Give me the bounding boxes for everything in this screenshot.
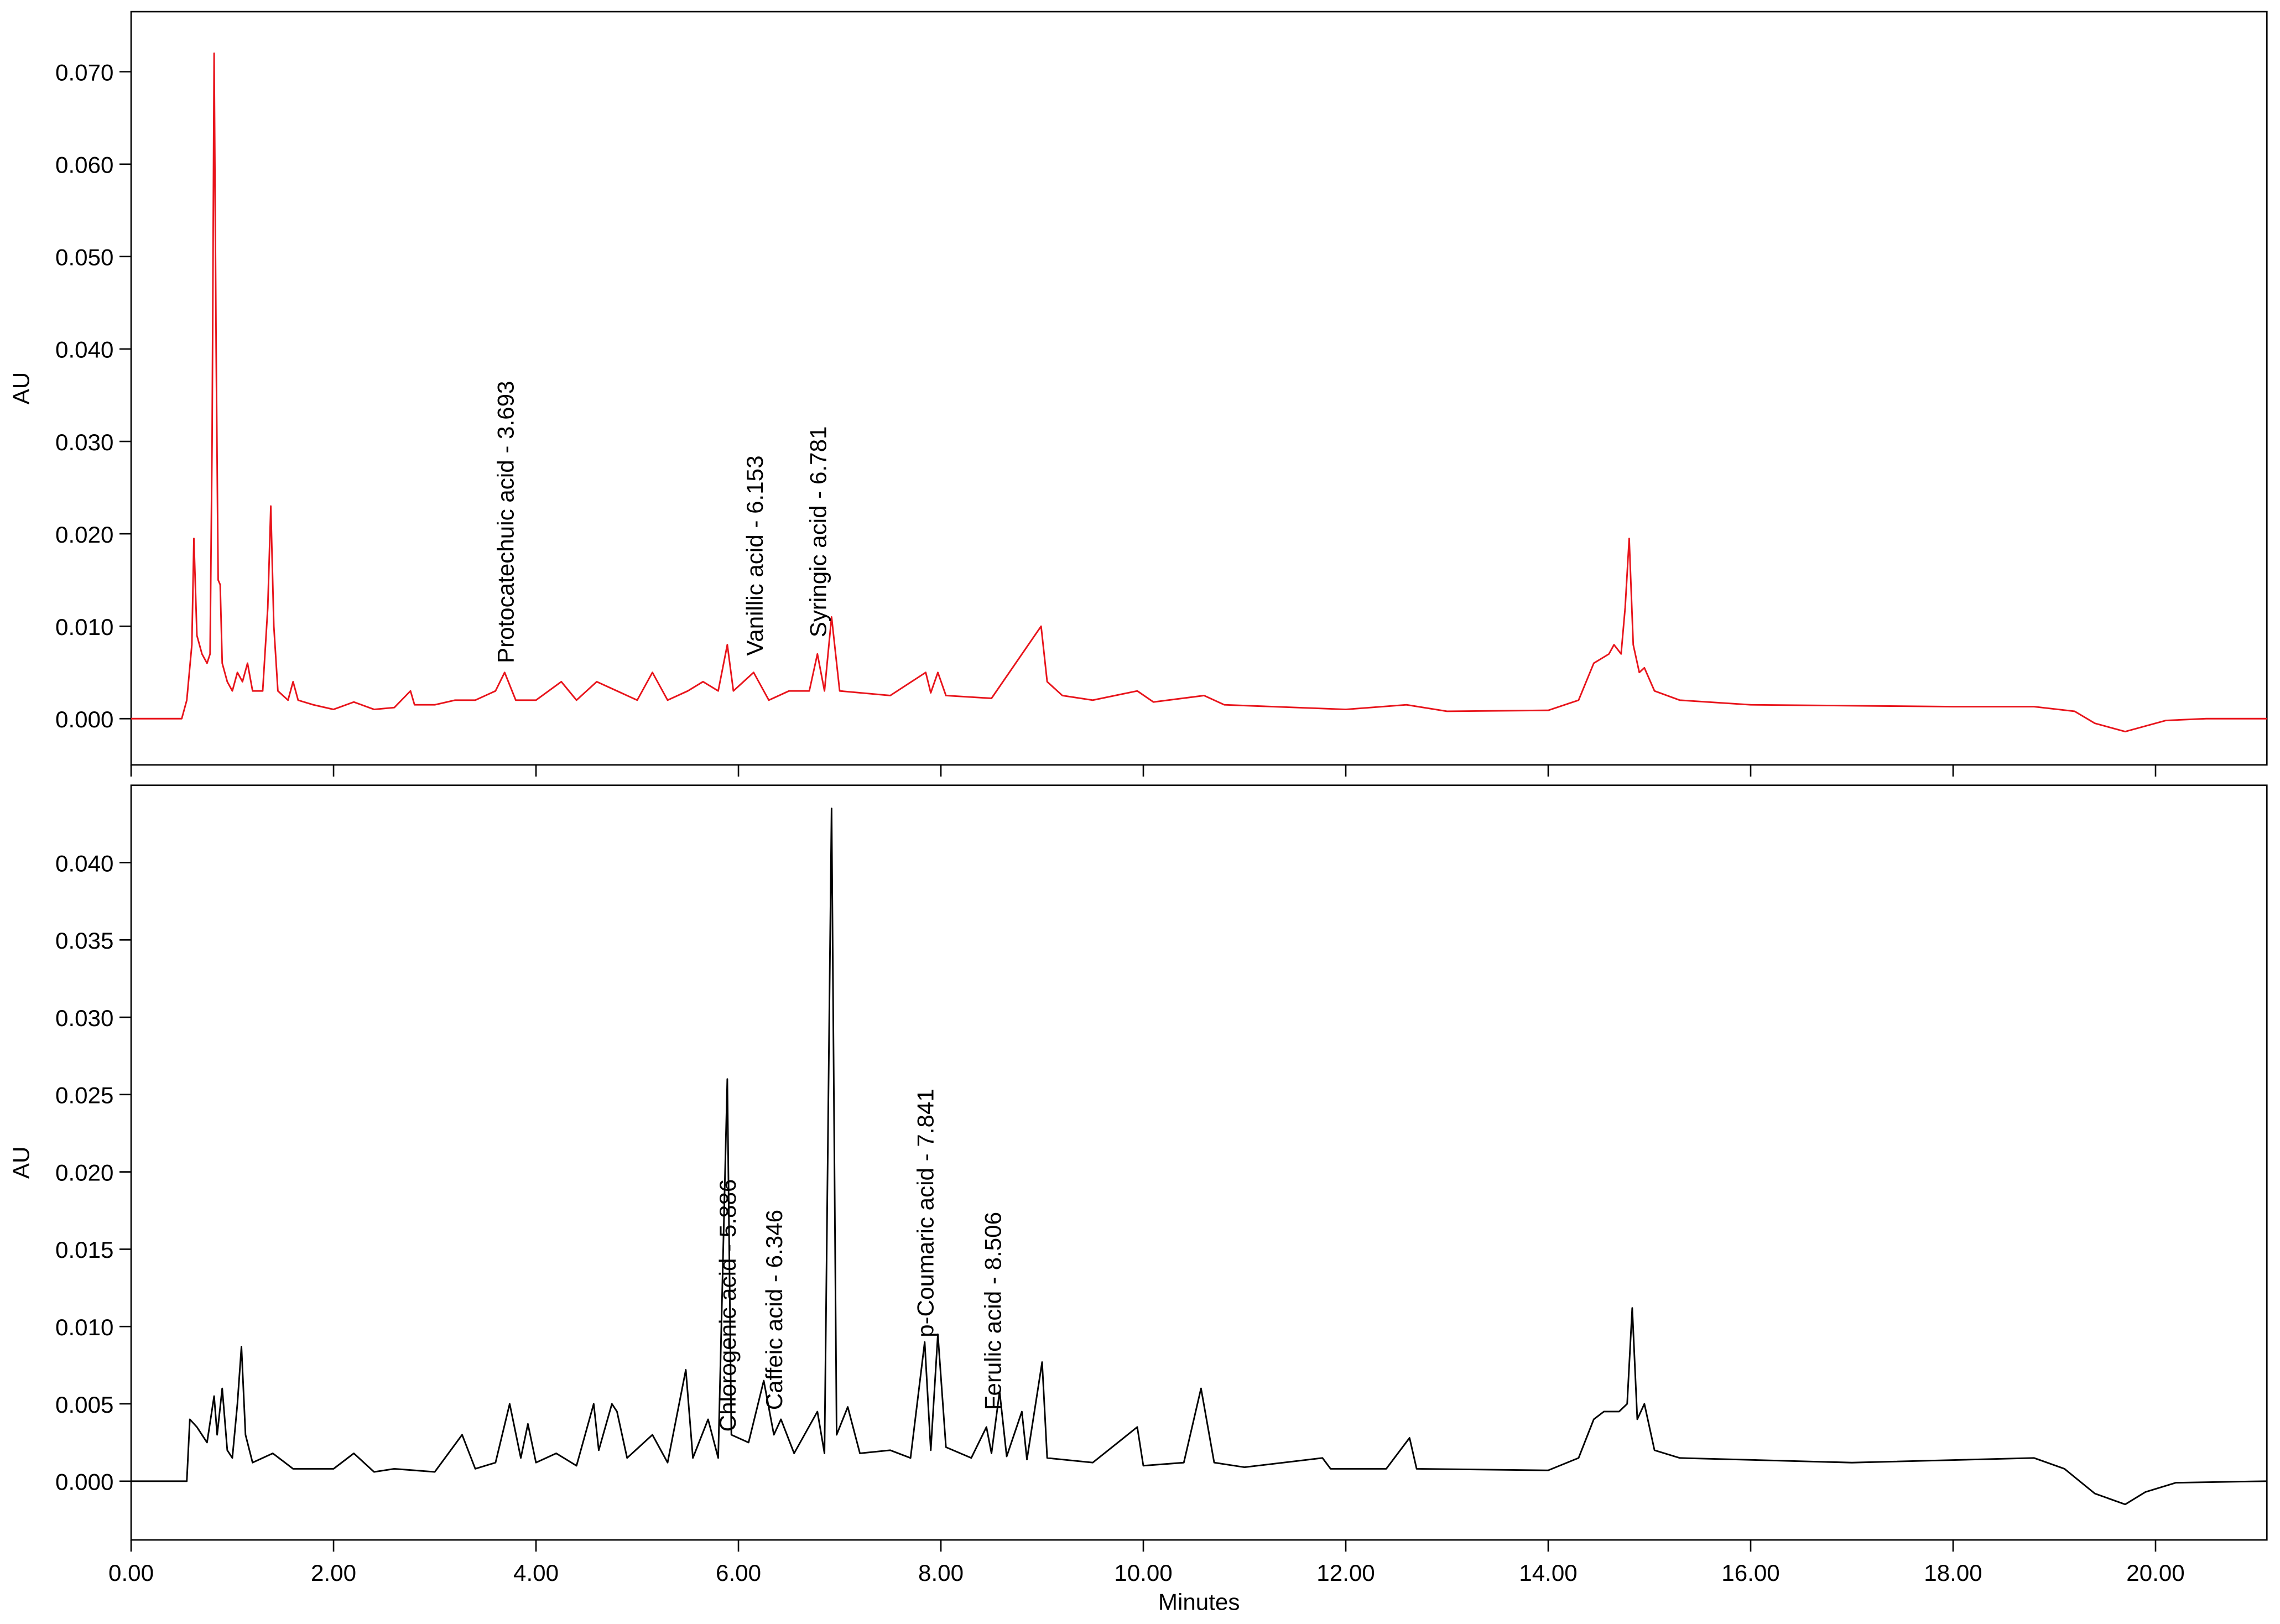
x-tick-label: 8.00	[918, 1560, 964, 1586]
y-tick-label: 0.000	[55, 706, 113, 732]
x-tick-label: 10.00	[1114, 1560, 1172, 1586]
y-tick-label: 0.015	[55, 1237, 113, 1263]
x-tick-label: 16.00	[1721, 1560, 1779, 1586]
y-tick-label: 0.050	[55, 244, 113, 270]
x-tick-label: 20.00	[2126, 1560, 2184, 1586]
y-tick-label: 0.000	[55, 1469, 113, 1495]
trace	[131, 52, 2267, 733]
y-tick-label: 0.040	[55, 850, 113, 876]
y-axis-label: AU	[8, 1147, 34, 1179]
y-tick-label: 0.070	[55, 59, 113, 85]
x-tick-label: 6.00	[716, 1560, 761, 1586]
y-tick-label: 0.030	[55, 1005, 113, 1031]
peak-label: Vanillic acid - 6.153	[742, 455, 768, 655]
y-tick-label: 0.035	[55, 928, 113, 954]
y-tick-label: 0.020	[55, 522, 113, 548]
plot-frame	[130, 784, 2268, 1541]
plot-frame	[130, 11, 2268, 766]
y-tick-label: 0.030	[55, 429, 113, 455]
y-axis-label: AU	[8, 372, 34, 405]
peak-label: Ferulic acid - 8.506	[980, 1212, 1006, 1410]
y-tick-label: 0.010	[55, 1314, 113, 1340]
x-tick-label: 12.00	[1316, 1560, 1375, 1586]
x-tick-label: 4.00	[513, 1560, 559, 1586]
x-tick-label: 14.00	[1519, 1560, 1577, 1586]
peak-label: Chlorogenic acid - 5.886	[715, 1179, 741, 1432]
y-tick-label: 0.025	[55, 1082, 113, 1108]
peak-label: Caffeic acid - 6.346	[761, 1210, 787, 1410]
y-tick-label: 0.060	[55, 152, 113, 178]
y-tick-label: 0.005	[55, 1392, 113, 1418]
x-axis-label: Minutes	[1158, 1589, 1240, 1615]
peak-label: p-Coumaric acid - 7.841	[913, 1089, 939, 1337]
peak-label: Protocatechuic acid - 3.693	[493, 381, 519, 663]
x-tick-label: 18.00	[1924, 1560, 1982, 1586]
y-tick-label: 0.020	[55, 1159, 113, 1185]
y-tick-label: 0.010	[55, 614, 113, 640]
trace	[131, 808, 2267, 1506]
x-tick-label: 0.00	[108, 1560, 154, 1586]
peak-label: Syringic acid - 6.781	[805, 426, 831, 638]
x-tick-label: 2.00	[311, 1560, 356, 1586]
y-tick-label: 0.040	[55, 337, 113, 363]
